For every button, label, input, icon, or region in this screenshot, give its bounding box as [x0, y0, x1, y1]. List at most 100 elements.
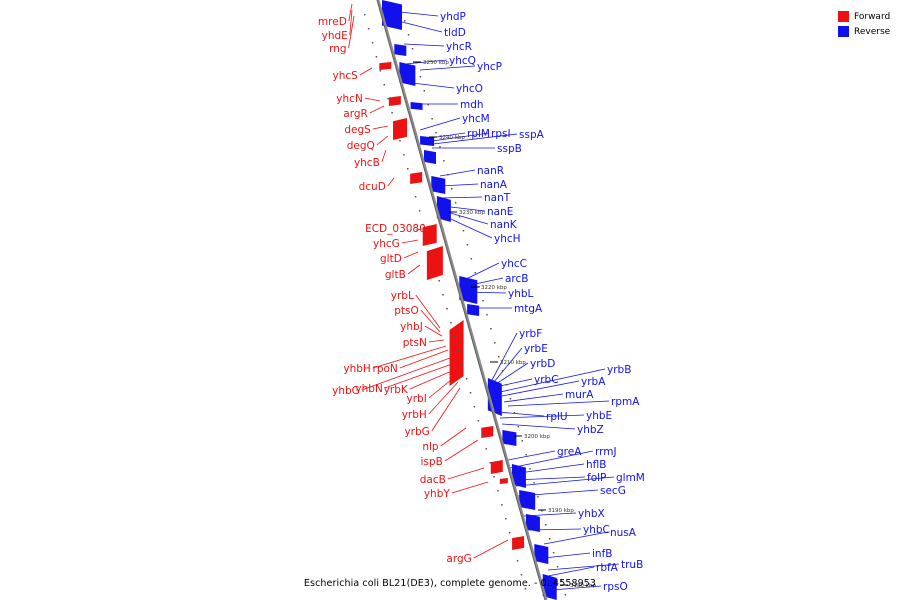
gene-label-yhcc: yhcC — [501, 258, 527, 270]
gene-label-rpsi: rpsI — [491, 128, 511, 140]
gene-leader-line — [444, 439, 479, 462]
gene-label-yrbl: yrbL — [391, 290, 414, 302]
gene-label-yhbz: yhbZ — [577, 424, 604, 436]
gene-label-yhdp: yhdP — [440, 11, 466, 23]
axis-dot — [552, 552, 555, 554]
gene-leader-line — [507, 400, 610, 407]
axis-dot — [478, 286, 480, 288]
gene-leader-line — [361, 357, 451, 391]
axis-dot — [498, 356, 500, 358]
axis-dot — [525, 454, 527, 456]
gene-label-yrbf: yrbF — [519, 328, 542, 340]
gene-label-nana: nanA — [480, 179, 508, 191]
axis-dot — [439, 146, 441, 148]
axis-dot — [450, 188, 453, 190]
axis-dot — [450, 322, 452, 324]
forward-gene-feature — [388, 96, 401, 106]
gene-leader-line — [543, 552, 591, 559]
forward-gene-feature — [449, 320, 464, 386]
axis-dot — [446, 308, 448, 310]
gene-label-infb: infB — [592, 548, 612, 560]
gene-leader-line — [495, 362, 529, 385]
gene-leader-line — [359, 67, 373, 76]
gene-label-rpso: rpsO — [603, 581, 628, 593]
gene-label-nanr: nanR — [477, 165, 504, 177]
gene-label-gltb: gltB — [385, 269, 406, 281]
gene-label-yhcq: yhcQ — [449, 55, 476, 67]
gene-label-nusa: nusA — [610, 527, 637, 539]
axis-dot — [481, 434, 484, 436]
legend-reverse: Reverse — [838, 24, 890, 39]
axis-tick-label: 3250 kbp — [423, 60, 449, 66]
gene-leader-line — [407, 264, 421, 275]
gene-label-rpon: rpoN — [373, 363, 398, 375]
gene-leader-line — [547, 566, 595, 577]
axis-dot — [461, 364, 464, 366]
axis-tick-label: 3210 kbp — [500, 360, 526, 366]
axis-tick-label: 3240 kbp — [439, 135, 465, 141]
axis-dot — [485, 448, 487, 450]
axis-tick-label: 3220 kbp — [481, 285, 507, 291]
axis-dot — [427, 104, 429, 106]
gene-label-glmm: glmM — [616, 472, 645, 484]
axis-dot — [564, 594, 567, 596]
axis-tick-label: 3200 kbp — [524, 434, 550, 440]
gene-label-nlp: nlp — [422, 441, 439, 453]
gene-leader-line — [401, 239, 419, 244]
axis-dot — [454, 336, 456, 338]
axis-dot — [524, 588, 527, 590]
gene-label-yhbn: yhbN — [355, 383, 382, 395]
axis-dot — [512, 546, 515, 548]
gene-label-ptsn: ptsN — [403, 337, 427, 349]
gene-label-mtga: mtgA — [514, 303, 543, 315]
axis-dot — [486, 314, 488, 316]
gene-leader-line — [493, 347, 523, 383]
axis-dot — [367, 28, 370, 30]
gene-leader-line — [372, 345, 447, 369]
gene-label-yrbh: yrbH — [402, 409, 427, 421]
axis-tick-label: 3230 kbp — [459, 210, 485, 216]
gene-label-yrbc: yrbC — [534, 374, 559, 386]
gene-label-yhbj: yhbJ — [400, 321, 423, 333]
axis-dot — [423, 90, 426, 92]
reverse-gene-feature — [431, 176, 446, 194]
axis-dot — [466, 244, 469, 246]
gene-leader-line — [399, 349, 449, 369]
reverse-gene-feature — [511, 464, 526, 488]
gene-leader-line — [349, 9, 353, 36]
legend: Forward Reverse — [838, 9, 890, 39]
axis-dot — [494, 342, 496, 344]
axis-dot — [560, 580, 563, 582]
gene-label-nant: nanT — [484, 192, 511, 204]
axis-dot — [375, 56, 378, 58]
reverse-gene-feature — [534, 544, 549, 564]
reverse-gene-feature — [519, 490, 536, 510]
axis-dot — [505, 518, 507, 520]
gene-label-yhby: yhbY — [424, 488, 451, 500]
reverse-gene-feature — [459, 276, 478, 304]
axis-dot — [489, 462, 491, 464]
gene-label-yrbg: yrbG — [404, 426, 429, 438]
gene-label-yhde: yhdE — [322, 30, 348, 42]
axis-dot — [422, 224, 425, 226]
reverse-gene-feature — [542, 574, 557, 600]
gene-leader-line — [381, 149, 387, 163]
gene-label-mdh: mdh — [460, 99, 484, 111]
gene-leader-line — [404, 59, 448, 65]
gene-leader-line — [439, 183, 479, 187]
legend-forward: Forward — [838, 9, 890, 24]
forward-gene-feature — [393, 118, 408, 140]
gene-label-dacb: dacB — [420, 474, 446, 486]
axis-dot — [490, 328, 492, 330]
axis-dot — [465, 378, 468, 380]
gene-leader-line — [387, 177, 395, 187]
gene-label-yhcr: yhcR — [446, 41, 472, 53]
gene-leader-line — [451, 481, 489, 494]
gene-label-secg: secG — [600, 485, 626, 497]
gene-leader-line — [439, 169, 476, 177]
forward-gene-feature — [481, 426, 494, 438]
axis-dot — [395, 126, 397, 128]
axis-dot — [399, 140, 401, 142]
gene-leader-line — [551, 585, 602, 591]
